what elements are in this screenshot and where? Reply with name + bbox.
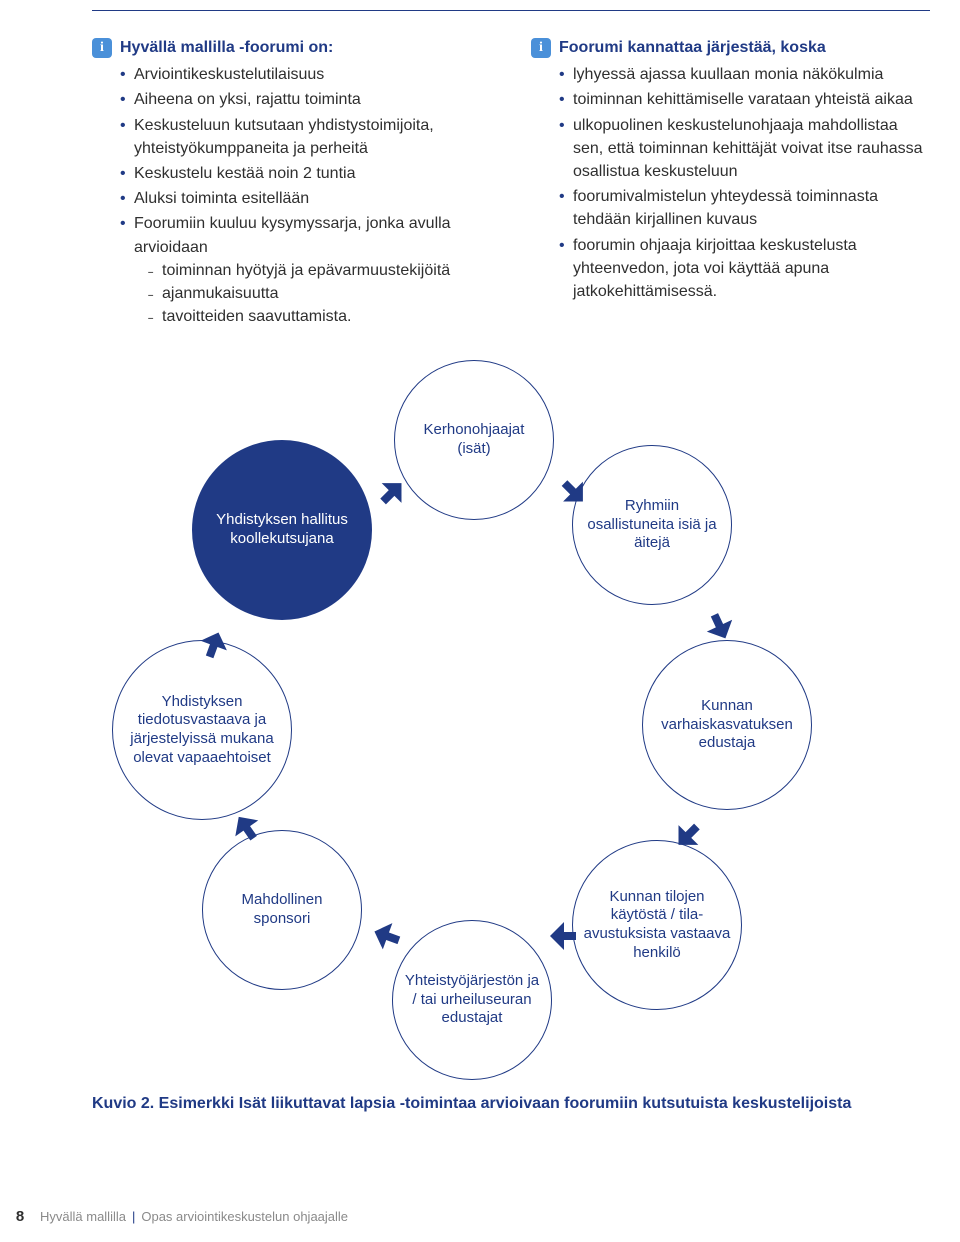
diagram-arrow [704, 612, 734, 642]
list-item: toiminnan kehittämiselle varataan yhteis… [559, 88, 930, 111]
forum-diagram: Yhdistyksen hallitus koollekutsujanaKerh… [92, 350, 832, 1070]
diagram-node-sponsori: Mahdollinen sponsori [202, 830, 362, 990]
diagram-arrow [672, 820, 702, 850]
list-item: ajanmukaisuutta [148, 282, 491, 305]
page-number: 8 [0, 1206, 40, 1228]
list-item: lyhyessä ajassa kuullaan monia näkökulmi… [559, 63, 930, 86]
list-item: Keskustelu kestää noin 2 tuntia [120, 162, 491, 185]
diagram-arrow [232, 812, 262, 842]
list-item: foorumivalmistelun yhteydessä toiminnast… [559, 185, 930, 231]
list-item: foorumin ohjaaja kirjoittaa keskustelust… [559, 234, 930, 304]
right-bullet-list: lyhyessä ajassa kuullaan monia näkökulmi… [559, 63, 930, 303]
diagram-arrow [378, 478, 408, 508]
list-item: Aiheena on yksi, rajattu toiminta [120, 88, 491, 111]
left-column: i Hyvällä mallilla -foorumi on: Arvioint… [92, 36, 491, 330]
two-column-text: i Hyvällä mallilla -foorumi on: Arvioint… [92, 36, 930, 330]
diagram-arrow [200, 630, 230, 660]
left-title: Hyvällä mallilla -foorumi on: [120, 36, 333, 59]
diagram-arrow [372, 920, 402, 950]
list-item: Keskusteluun kutsutaan yhdistystoimijoit… [120, 114, 491, 160]
list-item: Foorumiin kuuluu kysymyssarja, jonka avu… [120, 212, 491, 328]
footer-book: Hyvällä mallilla [40, 1208, 126, 1227]
list-item: Aluksi toiminta esitellään [120, 187, 491, 210]
info-heading-right: i Foorumi kannattaa järjestää, koska [531, 36, 930, 59]
sub-list: toiminnan hyötyjä ja epävarmuustekijöitä… [148, 259, 491, 329]
right-column: i Foorumi kannattaa järjestää, koska lyh… [531, 36, 930, 330]
figure-caption: Kuvio 2. Esimerkki Isät liikuttavat laps… [92, 1092, 930, 1115]
top-rule [92, 10, 930, 11]
footer-sep: | [132, 1208, 135, 1227]
diagram-node-ryhmiin: Ryhmiin osallistuneita isiä ja äitejä [572, 445, 732, 605]
diagram-node-yhteis: Yhteistyöjärjestön ja / tai urheiluseura… [392, 920, 552, 1080]
diagram-node-kunnanv: Kunnan varhaiskasvatuksen edustaja [642, 640, 812, 810]
diagram-node-hallitus: Yhdistyksen hallitus koollekutsujana [192, 440, 372, 620]
diagram-arrow [558, 478, 588, 508]
left-bullet-list: ArviointikeskustelutilaisuusAiheena on y… [120, 63, 491, 328]
right-title: Foorumi kannattaa järjestää, koska [559, 36, 826, 59]
diagram-arrow [548, 920, 578, 950]
info-icon: i [531, 38, 551, 58]
list-item: Arviointikeskustelutilaisuus [120, 63, 491, 86]
diagram-node-kerho: Kerhonohjaajat (isät) [394, 360, 554, 520]
list-item: toiminnan hyötyjä ja epävarmuustekijöitä [148, 259, 491, 282]
info-heading-left: i Hyvällä mallilla -foorumi on: [92, 36, 491, 59]
list-item: ulkopuolinen keskustelunohjaaja mahdolli… [559, 114, 930, 184]
diagram-node-tiedotus: Yhdistyksen tiedotusvastaava ja järjeste… [112, 640, 292, 820]
info-icon: i [92, 38, 112, 58]
diagram-node-tilat: Kunnan tilojen käytöstä / tila-avustuksi… [572, 840, 742, 1010]
footer-sub: Opas arviointikeskustelun ohjaajalle [141, 1208, 348, 1227]
list-item: tavoitteiden saavuttamista. [148, 305, 491, 328]
page-footer: 8 Hyvällä mallilla | Opas arviointikesku… [0, 1206, 960, 1228]
